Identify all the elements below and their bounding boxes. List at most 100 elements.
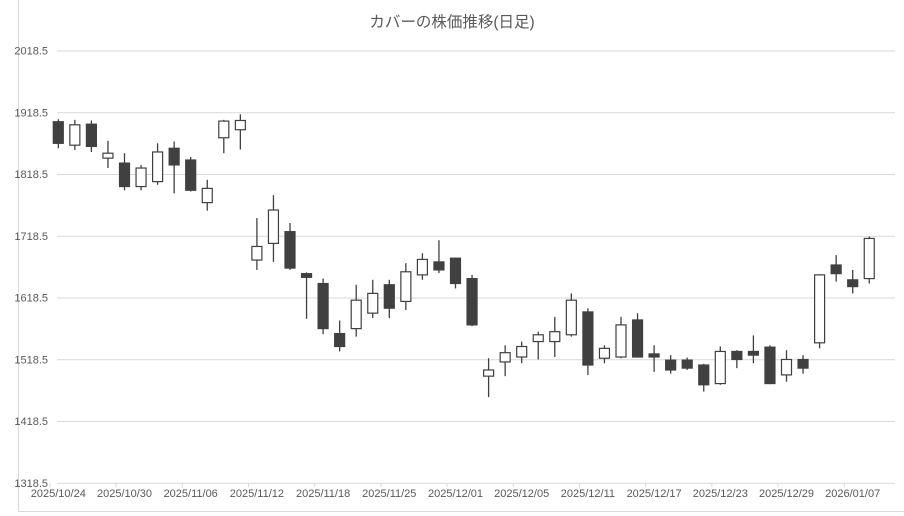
candle-body — [813, 274, 826, 344]
candle-body — [69, 124, 81, 146]
x-axis-label: 2025/10/30 — [97, 488, 152, 500]
candle-body — [367, 292, 379, 314]
candle-body — [416, 258, 428, 276]
x-axis-label: 2025/11/25 — [362, 488, 416, 500]
candle-body — [714, 350, 726, 385]
candle-body — [830, 264, 842, 275]
candle-up — [863, 236, 875, 284]
candle-up — [598, 345, 611, 364]
candle-body — [135, 167, 147, 188]
candle-body — [549, 331, 561, 343]
candle-body — [747, 350, 760, 356]
candle-down — [185, 156, 197, 192]
candle-down — [648, 345, 660, 372]
candle-body — [300, 273, 313, 278]
candle-body — [516, 345, 528, 358]
candle-down — [168, 141, 180, 194]
y-axis-label: 1418.5 — [14, 416, 48, 428]
candle-body — [185, 159, 197, 191]
candle-body — [400, 271, 412, 303]
candle-body — [433, 261, 445, 271]
y-axis-label: 1918.5 — [14, 107, 48, 119]
candle-body — [665, 359, 677, 371]
candle-down — [698, 363, 710, 392]
candle-body — [648, 353, 660, 358]
candle-down — [731, 350, 743, 369]
candle-body — [267, 209, 280, 244]
candle-down — [631, 313, 644, 358]
candle-up — [251, 218, 263, 270]
candle-body — [532, 334, 544, 343]
candle-body — [317, 282, 329, 330]
candle-body — [582, 311, 594, 366]
candle-up — [135, 164, 147, 191]
candle-up — [152, 143, 164, 185]
candle-down — [300, 272, 313, 319]
candle-down — [681, 357, 693, 370]
candle-down — [85, 120, 98, 152]
candle-body — [234, 119, 246, 131]
x-axis-label: 2025/11/18 — [296, 488, 350, 500]
candle-up — [549, 316, 561, 358]
y-axis-label: 2018.5 — [14, 46, 48, 58]
candle-down — [118, 153, 131, 191]
candle-body — [499, 352, 511, 363]
candle-body — [698, 364, 710, 386]
candle-down — [582, 308, 594, 375]
candle-up — [350, 284, 362, 337]
candle-down — [797, 355, 809, 374]
candle-body — [152, 151, 164, 183]
y-axis-label: 1318.5 — [14, 478, 48, 490]
candle-body — [483, 369, 495, 377]
candle-down — [317, 278, 329, 335]
candle-down — [466, 274, 478, 327]
candle-down — [847, 269, 859, 294]
candle-up — [615, 316, 627, 359]
candle-up — [234, 114, 246, 150]
candle-body — [565, 299, 577, 336]
candle-body — [201, 187, 213, 204]
candle-body — [102, 152, 114, 159]
candle-up — [813, 274, 826, 349]
candle-body — [847, 279, 859, 288]
candle-up — [714, 346, 726, 385]
candle-up — [780, 350, 793, 382]
candle-up — [69, 119, 81, 151]
candle-body — [218, 120, 230, 139]
candle-body — [631, 319, 644, 358]
candle-up — [367, 279, 379, 319]
candle-down — [830, 255, 842, 282]
candle-down — [52, 119, 64, 149]
x-axis-label: 2025/10/24 — [31, 488, 86, 500]
x-axis-label: 2025/11/12 — [230, 488, 284, 500]
y-axis-label: 1618.5 — [14, 293, 48, 305]
candle-body — [764, 346, 776, 385]
candle-up — [218, 119, 230, 154]
candle-body — [681, 359, 693, 369]
candle-up — [102, 140, 114, 169]
candle-body — [797, 358, 809, 369]
candle-body — [118, 162, 131, 188]
candle-up — [516, 341, 528, 364]
candle-up — [267, 195, 280, 262]
candle-down — [334, 320, 346, 352]
candle-up — [565, 293, 577, 337]
candle-body — [466, 277, 478, 326]
x-axis-label: 2025/12/01 — [428, 488, 483, 500]
candle-down — [665, 355, 677, 374]
candle-down — [764, 345, 776, 385]
x-axis-label: 2025/12/17 — [627, 488, 682, 500]
x-axis-label: 2025/12/23 — [693, 488, 748, 500]
gridlines — [57, 50, 895, 484]
candle-body — [780, 358, 793, 376]
candle-down — [449, 257, 462, 289]
candle-down — [284, 222, 296, 270]
candle-body — [449, 257, 462, 285]
candle-body — [85, 123, 98, 148]
x-axis-label: 2025/11/06 — [164, 488, 218, 500]
candle-body — [731, 350, 743, 361]
x-axis-label: 2025/12/05 — [494, 488, 549, 500]
candle-up — [483, 358, 495, 398]
